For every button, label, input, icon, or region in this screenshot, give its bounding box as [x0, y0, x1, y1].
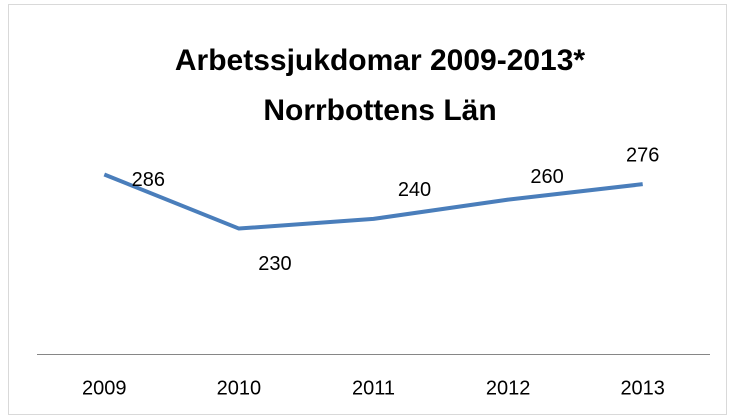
chart-title: Norrbottens Län: [263, 94, 496, 127]
chart-title: Arbetssjukdomar 2009-2013*: [175, 44, 586, 77]
data-label: 276: [626, 144, 659, 166]
chart-frame: [8, 4, 727, 415]
x-tick-label: 2010: [217, 377, 262, 399]
x-tick-label: 2009: [82, 377, 127, 399]
x-tick-label: 2011: [352, 377, 395, 399]
line: [103, 172, 643, 231]
x-tick-label: 2013: [620, 377, 665, 399]
x-tick-label: 2012: [486, 377, 531, 399]
data-label: 286: [132, 169, 165, 191]
data-label: 230: [258, 253, 291, 275]
data-label: 260: [530, 166, 563, 188]
data-label: 240: [398, 179, 431, 201]
